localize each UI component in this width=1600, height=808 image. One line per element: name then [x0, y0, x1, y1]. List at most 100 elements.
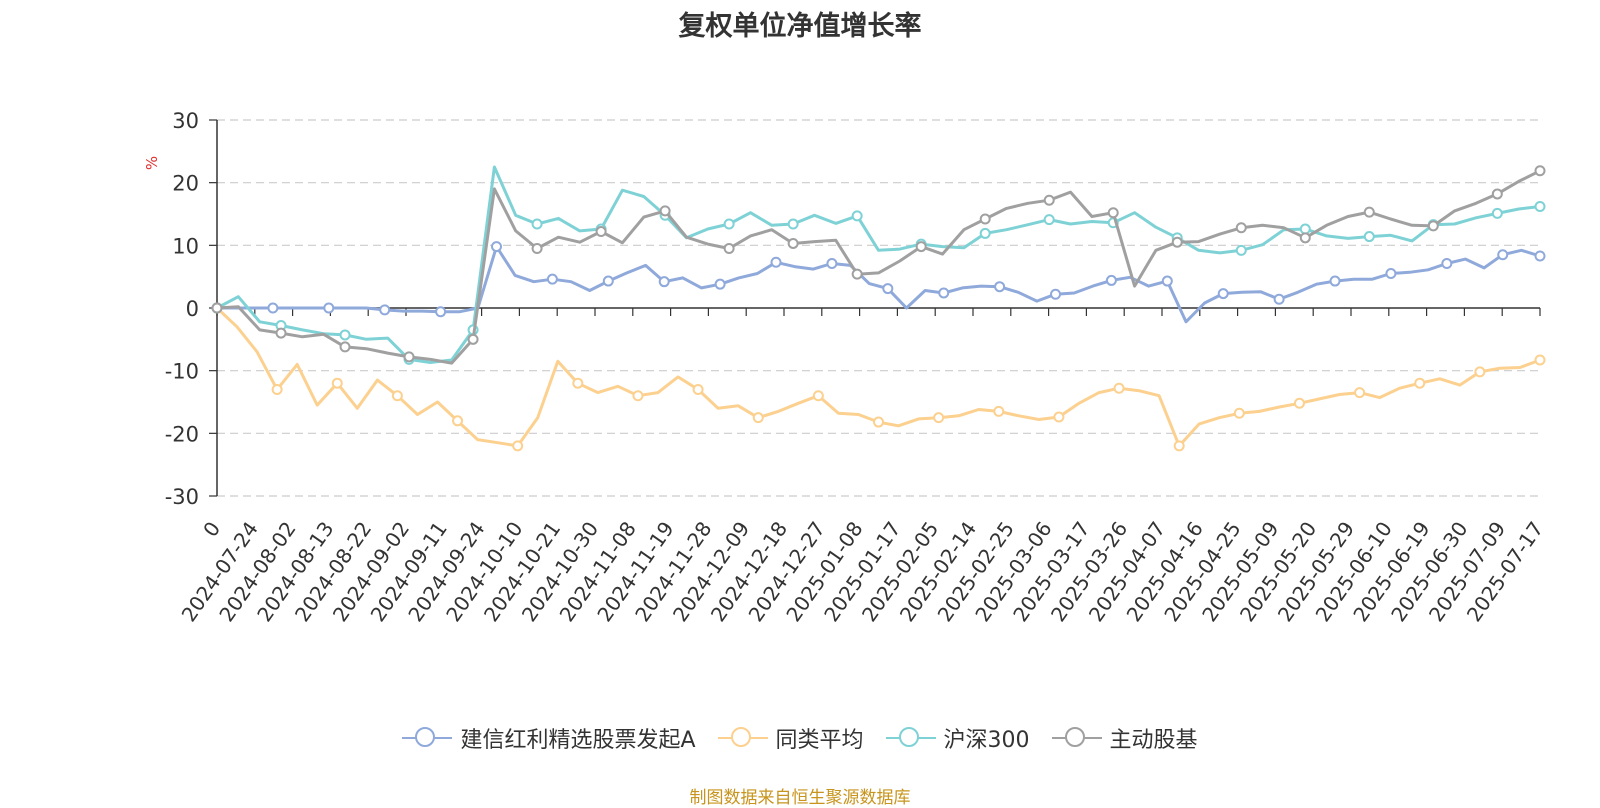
data-point	[882, 283, 894, 295]
data-point	[1105, 274, 1117, 286]
data-point	[752, 412, 764, 424]
data-point	[1474, 366, 1486, 378]
data-point	[1173, 440, 1185, 452]
data-point	[915, 241, 927, 253]
data-point	[1053, 411, 1065, 423]
data-point	[467, 333, 479, 345]
data-point	[1043, 194, 1055, 206]
data-point	[692, 383, 704, 395]
data-point	[714, 278, 726, 290]
data-point	[572, 377, 584, 389]
data-point	[211, 302, 223, 314]
legend-marker-icon	[402, 726, 453, 750]
data-point	[1497, 249, 1509, 261]
data-point	[267, 302, 279, 314]
y-tick-label: -20	[165, 422, 199, 446]
data-point	[658, 276, 670, 288]
data-point	[787, 237, 799, 249]
data-point	[379, 304, 391, 316]
data-point	[1363, 206, 1375, 218]
data-point	[993, 405, 1005, 417]
legend-item-series-2[interactable]: 沪深300	[885, 722, 1030, 754]
data-point	[323, 302, 335, 314]
data-point	[1293, 397, 1305, 409]
data-point	[1161, 275, 1173, 287]
data-point	[1491, 188, 1503, 200]
data-point	[723, 218, 735, 230]
data-point	[851, 210, 863, 222]
series-line-2	[216, 165, 1541, 364]
legend: 建信红利精选股票发起A 同类平均 沪深300 主动股基	[0, 722, 1600, 754]
data-point	[1534, 354, 1546, 366]
data-point	[512, 440, 524, 452]
legend-label: 主动股基	[1109, 728, 1198, 753]
data-point	[1427, 220, 1439, 232]
data-point	[275, 327, 287, 339]
legend-marker-icon	[885, 726, 936, 750]
data-point	[531, 242, 543, 254]
legend-label: 同类平均	[775, 728, 864, 753]
data-point	[1050, 288, 1062, 300]
legend-label: 沪深300	[943, 728, 1030, 753]
data-point	[1534, 200, 1546, 212]
data-point	[1491, 207, 1503, 219]
data-point	[1534, 250, 1546, 262]
legend-marker-icon	[1051, 726, 1102, 750]
data-point	[1107, 207, 1119, 219]
data-point	[1299, 223, 1311, 235]
legend-label: 建信红利精选股票发起A	[460, 728, 696, 753]
data-point	[1441, 258, 1453, 270]
y-tick-label: -10	[165, 360, 199, 384]
legend-item-series-0[interactable]: 建信红利精选股票发起A	[402, 722, 696, 754]
data-point	[491, 241, 503, 253]
data-point	[1414, 377, 1426, 389]
data-point	[812, 390, 824, 402]
data-point	[1233, 407, 1245, 419]
data-point	[1534, 165, 1546, 177]
data-point	[1235, 244, 1247, 256]
data-point	[632, 390, 644, 402]
data-point	[1354, 387, 1366, 399]
legend-marker-icon	[717, 726, 768, 750]
y-tick-label: 30	[172, 109, 199, 133]
legend-item-series-3[interactable]: 主动股基	[1051, 722, 1198, 754]
data-point	[531, 218, 543, 230]
data-point	[331, 377, 343, 389]
y-axis-label: %	[143, 156, 161, 170]
data-point	[994, 281, 1006, 293]
series-line-3	[216, 169, 1541, 365]
data-point	[403, 351, 415, 363]
data-point	[1299, 232, 1311, 244]
data-point	[339, 341, 351, 353]
data-point	[602, 275, 614, 287]
data-point	[979, 227, 991, 239]
data-point	[1235, 222, 1247, 234]
data-point	[271, 383, 283, 395]
data-point	[826, 258, 838, 270]
data-point	[723, 242, 735, 254]
data-point	[595, 226, 607, 238]
data-point	[1363, 231, 1375, 243]
data-point	[851, 268, 863, 280]
data-point	[787, 218, 799, 230]
x-tick-label: 0	[198, 517, 225, 541]
series-line-0	[217, 245, 1541, 324]
data-point	[391, 390, 403, 402]
legend-item-series-1[interactable]: 同类平均	[717, 722, 864, 754]
data-point	[1171, 236, 1183, 248]
data-point	[938, 287, 950, 299]
data-point	[770, 256, 782, 268]
y-tick-label: 20	[172, 172, 199, 196]
data-point	[933, 412, 945, 424]
data-point	[979, 213, 991, 225]
source-note: 制图数据来自恒生聚源数据库	[689, 788, 911, 808]
data-point	[339, 329, 351, 341]
chart-title: 复权单位净值增长率	[678, 11, 922, 42]
data-point	[1113, 382, 1125, 394]
data-point	[452, 415, 464, 427]
y-tick-label: 10	[172, 234, 199, 258]
y-tick-label: -30	[165, 485, 199, 509]
data-point	[659, 205, 671, 217]
data-point	[1043, 214, 1055, 226]
